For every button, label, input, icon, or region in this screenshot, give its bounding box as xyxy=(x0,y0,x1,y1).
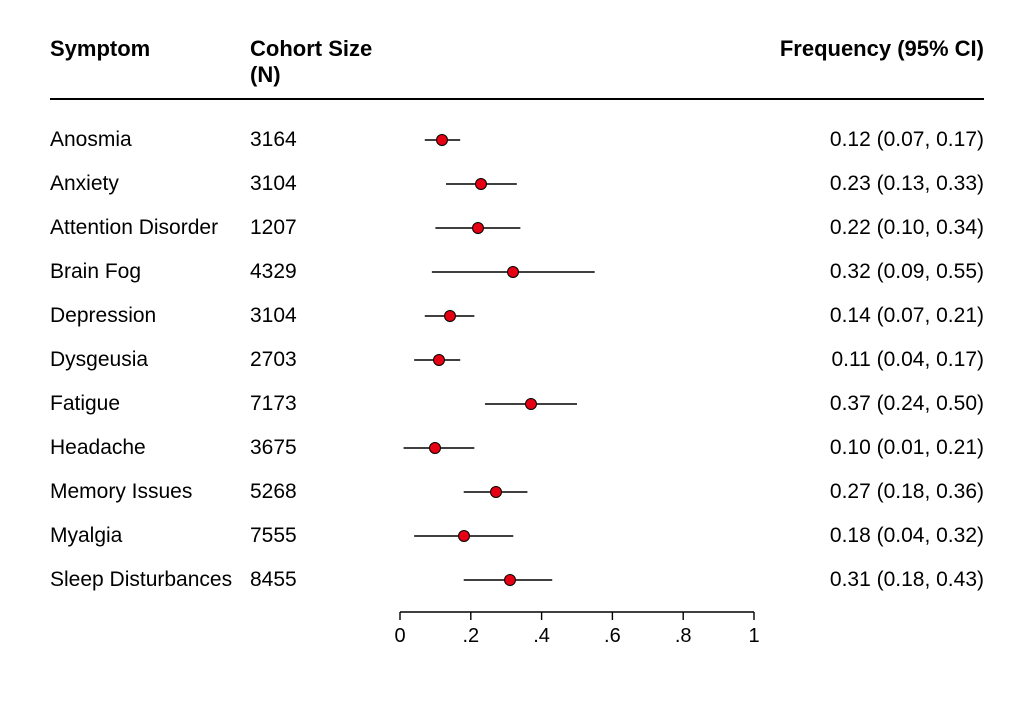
axis-tick-label: .4 xyxy=(533,625,550,647)
forest-marker-cell xyxy=(400,558,754,602)
forest-marker-cell xyxy=(400,250,754,294)
forest-marker-cell xyxy=(400,338,754,382)
cohort-size: 1207 xyxy=(250,216,400,240)
forest-plot-container: Symptom Cohort Size (N) Frequency (95% C… xyxy=(0,0,1014,706)
header-freq: Frequency (95% CI) xyxy=(754,36,984,62)
table-row: Fatigue7173 0.37 (0.24, 0.50) xyxy=(50,382,984,426)
forest-marker-cell xyxy=(400,426,754,470)
axis-tick-label: 0 xyxy=(394,625,405,647)
forest-marker-cell xyxy=(400,514,754,558)
table-row: Memory Issues5268 0.27 (0.18, 0.36) xyxy=(50,470,984,514)
rows-host: Anosmia31640.12 (0.07, 0.17)Anxiety31040… xyxy=(50,118,984,602)
frequency-ci: 0.11 (0.04, 0.17) xyxy=(754,348,984,372)
cohort-size: 3675 xyxy=(250,436,400,460)
frequency-ci: 0.14 (0.07, 0.21) xyxy=(754,304,984,328)
symptom-label: Headache xyxy=(50,436,250,460)
header-cohort: Cohort Size (N) xyxy=(250,36,400,88)
frequency-ci: 0.37 (0.24, 0.50) xyxy=(754,392,984,416)
frequency-ci: 0.23 (0.13, 0.33) xyxy=(754,172,984,196)
point-estimate-marker xyxy=(458,530,470,542)
table-row: Dysgeusia2703 0.11 (0.04, 0.17) xyxy=(50,338,984,382)
symptom-label: Depression xyxy=(50,304,250,328)
table-row: Attention Disorder1207 0.22 (0.10, 0.34) xyxy=(50,206,984,250)
symptom-label: Attention Disorder xyxy=(50,216,250,240)
cohort-size: 7555 xyxy=(250,524,400,548)
forest-marker-cell xyxy=(400,382,754,426)
frequency-ci: 0.31 (0.18, 0.43) xyxy=(754,568,984,592)
forest-marker-cell xyxy=(400,118,754,162)
header-row: Symptom Cohort Size (N) Frequency (95% C… xyxy=(50,36,984,100)
frequency-ci: 0.32 (0.09, 0.55) xyxy=(754,260,984,284)
cohort-size: 8455 xyxy=(250,568,400,592)
symptom-label: Fatigue xyxy=(50,392,250,416)
cohort-size: 3164 xyxy=(250,128,400,152)
symptom-label: Myalgia xyxy=(50,524,250,548)
point-estimate-marker xyxy=(433,354,445,366)
frequency-ci: 0.12 (0.07, 0.17) xyxy=(754,128,984,152)
point-estimate-marker xyxy=(490,486,502,498)
x-axis-svg: 0.2.4.6.81 xyxy=(400,608,754,668)
cohort-size: 7173 xyxy=(250,392,400,416)
symptom-label: Memory Issues xyxy=(50,480,250,504)
symptom-label: Anosmia xyxy=(50,128,250,152)
point-estimate-marker xyxy=(444,310,456,322)
point-estimate-marker xyxy=(525,398,537,410)
point-estimate-marker xyxy=(472,222,484,234)
cohort-size: 2703 xyxy=(250,348,400,372)
axis-tick-label: 1 xyxy=(748,625,759,647)
cohort-size: 3104 xyxy=(250,304,400,328)
point-estimate-marker xyxy=(504,574,516,586)
table-row: Sleep Disturbances8455 0.31 (0.18, 0.43) xyxy=(50,558,984,602)
frequency-ci: 0.27 (0.18, 0.36) xyxy=(754,480,984,504)
symptom-label: Dysgeusia xyxy=(50,348,250,372)
axis-tick-label: .2 xyxy=(462,625,479,647)
axis-area: 0 .2 .4 .6 .8 1 xyxy=(50,608,984,668)
cohort-size: 4329 xyxy=(250,260,400,284)
table-row: Anxiety3104 0.23 (0.13, 0.33) xyxy=(50,162,984,206)
header-symptom: Symptom xyxy=(50,36,250,62)
cohort-size: 5268 xyxy=(250,480,400,504)
cohort-size: 3104 xyxy=(250,172,400,196)
frequency-ci: 0.10 (0.01, 0.21) xyxy=(754,436,984,460)
symptom-label: Sleep Disturbances xyxy=(50,568,250,592)
frequency-ci: 0.22 (0.10, 0.34) xyxy=(754,216,984,240)
frequency-ci: 0.18 (0.04, 0.32) xyxy=(754,524,984,548)
forest-marker-cell xyxy=(400,294,754,338)
axis-tick-label: .6 xyxy=(604,625,621,647)
table-row: Headache3675 0.10 (0.01, 0.21) xyxy=(50,426,984,470)
symptom-label: Anxiety xyxy=(50,172,250,196)
table-row: Depression3104 0.14 (0.07, 0.21) xyxy=(50,294,984,338)
table-row: Myalgia7555 0.18 (0.04, 0.32) xyxy=(50,514,984,558)
forest-marker-cell xyxy=(400,206,754,250)
forest-marker-cell xyxy=(400,470,754,514)
axis-tick-label: .8 xyxy=(675,625,692,647)
symptom-label: Brain Fog xyxy=(50,260,250,284)
x-axis: 0.2.4.6.81 xyxy=(400,608,754,668)
table-row: Anosmia3164 0.12 (0.07, 0.17) xyxy=(50,118,984,162)
table-row: Brain Fog4329 0.32 (0.09, 0.55) xyxy=(50,250,984,294)
forest-marker-cell xyxy=(400,162,754,206)
